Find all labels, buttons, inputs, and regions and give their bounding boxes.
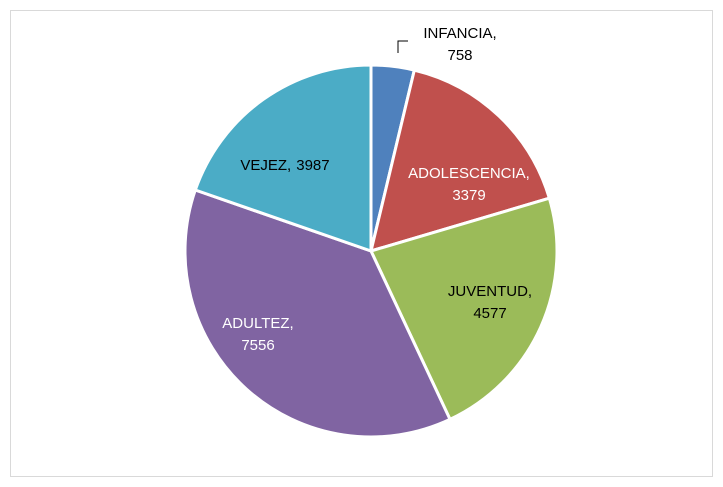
pie-slice [183,188,452,439]
data-label-value: 3379 [452,187,485,204]
data-label: INFANCIA, 758 [423,25,496,64]
data-label-category: JUVENTUD, [448,283,532,300]
data-label-value: 758 [447,47,472,64]
data-label-category: INFANCIA, [423,25,496,42]
data-label: ADOLESCENCIA, 3379 [408,165,530,204]
data-label-value: 3987 [296,157,329,174]
data-label-category: ADOLESCENCIA, [408,165,530,182]
pie-slice [193,63,373,253]
data-label-category: VEJEZ, [240,157,291,174]
pie-slice [369,68,551,253]
data-label-category: ADULTEZ, [222,315,293,332]
data-label-value: 4577 [473,305,506,322]
data-label: VEJEZ, 3987 [240,157,329,174]
pie-slice [369,196,559,421]
data-label: JUVENTUD, 4577 [448,283,532,322]
data-label: ADULTEZ, 7556 [222,315,293,354]
leader-line [397,40,408,53]
data-label-value: 7556 [241,337,274,354]
